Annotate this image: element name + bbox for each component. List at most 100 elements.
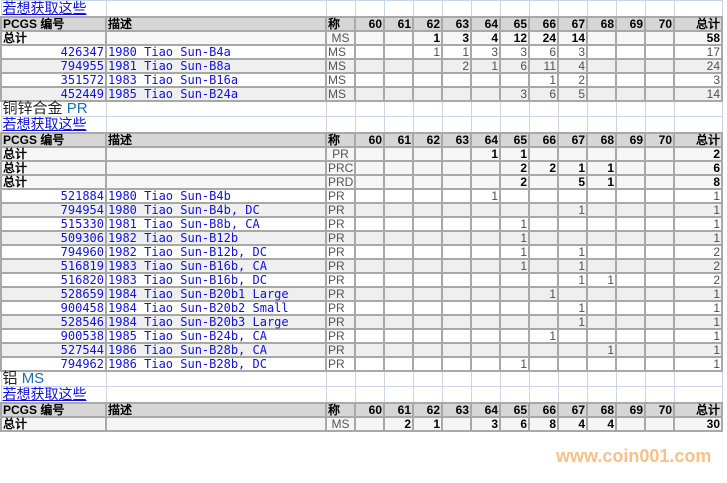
grade-count (383, 146, 414, 162)
grade-count (441, 146, 472, 162)
description-link[interactable]: 1982 Tiao Sun-B12b, DC (105, 244, 327, 260)
description-link[interactable]: 1984 Tiao Sun-B20b3 Large (105, 314, 327, 330)
total-label: 总计 (0, 174, 107, 190)
grade-count: 1 (557, 244, 588, 260)
empty-cell (441, 370, 472, 387)
empty-cell (354, 386, 385, 404)
grade-count (586, 356, 617, 372)
grade-count (557, 216, 588, 232)
description-link[interactable]: 1984 Tiao Sun-B20b2 Small (105, 300, 327, 316)
pcgs-code-link[interactable]: 516819 (0, 258, 107, 274)
grade-count (586, 300, 617, 316)
grade-count (557, 286, 588, 302)
grade-count (412, 72, 443, 88)
header-grade-65: 65 (499, 132, 530, 148)
header-total: 总计 (673, 132, 723, 148)
description-link[interactable]: 1980 Tiao Sun-B4b, DC (105, 202, 327, 218)
pcgs-code-link[interactable]: 452449 (0, 86, 107, 102)
pcgs-code-link[interactable]: 794955 (0, 58, 107, 74)
empty-cell: 若想获取这些 (0, 116, 107, 134)
get-these-link[interactable]: 若想获取这些 (2, 116, 87, 132)
grade-designation: PRD (325, 174, 356, 190)
empty-cell: 若想获取这些 (0, 0, 107, 18)
total-row: 总计 PR 1 1 2 (0, 146, 723, 162)
header-grade-70: 70 (644, 16, 675, 32)
header-grade-65: 65 (499, 402, 530, 418)
header-grade: 称 (325, 132, 356, 148)
total-row: 总计 PRC 2 2 1 1 6 (0, 160, 723, 176)
grade-count (615, 244, 646, 260)
pcgs-code-link[interactable]: 426347 (0, 44, 107, 60)
grade-count: 1 (586, 174, 617, 190)
pcgs-code-link[interactable]: 515330 (0, 216, 107, 232)
grade-count (499, 188, 530, 204)
grade-count (615, 44, 646, 60)
grade-designation: MS (325, 58, 356, 74)
empty-cell (325, 0, 356, 18)
description-link[interactable]: 1980 Tiao Sun-B4a (105, 44, 327, 60)
total-row: 总计 PRD 2 5 1 8 (0, 174, 723, 190)
row-total: 30 (673, 416, 723, 432)
pcgs-code-link[interactable]: 900538 (0, 328, 107, 344)
header-grade-64: 64 (470, 132, 501, 148)
pcgs-code-link[interactable]: 794962 (0, 356, 107, 372)
description-link[interactable]: 1983 Tiao Sun-B16b, CA (105, 258, 327, 274)
empty-cell (499, 0, 530, 18)
grade-count (441, 328, 472, 344)
description-link[interactable]: 1984 Tiao Sun-B20b1 Large (105, 286, 327, 302)
description-link[interactable]: 1985 Tiao Sun-B24b, CA (105, 328, 327, 344)
pcgs-code-link[interactable]: 509306 (0, 230, 107, 246)
grade-count: 1 (499, 230, 530, 246)
pcgs-code-link[interactable]: 528659 (0, 286, 107, 302)
description-link[interactable]: 1983 Tiao Sun-B16a (105, 72, 327, 88)
pcgs-code-link[interactable]: 794954 (0, 202, 107, 218)
row-total: 14 (673, 86, 723, 102)
pcgs-code-link[interactable]: 528546 (0, 314, 107, 330)
grade-count (615, 146, 646, 162)
grade-count (354, 44, 385, 60)
description-link[interactable]: 1982 Tiao Sun-B12b (105, 230, 327, 246)
grade-count: 2 (499, 160, 530, 176)
grade-count: 1 (557, 314, 588, 330)
grade-count: 1 (499, 216, 530, 232)
grade-count (644, 342, 675, 358)
pcgs-code-link[interactable]: 900458 (0, 300, 107, 316)
row-total: 1 (673, 230, 723, 246)
pcgs-code-link[interactable]: 794960 (0, 244, 107, 260)
description-link[interactable]: 1986 Tiao Sun-B28b, CA (105, 342, 327, 358)
description-link[interactable]: 1985 Tiao Sun-B24a (105, 86, 327, 102)
pcgs-code-link[interactable]: 351572 (0, 72, 107, 88)
table-row: 528659 1984 Tiao Sun-B20b1 Large PR 1 1 (0, 286, 723, 302)
section-title: 铝 MS (0, 370, 107, 387)
grade-count (499, 286, 530, 302)
grade-count (528, 258, 559, 274)
row-total: 1 (673, 314, 723, 330)
get-these-link[interactable]: 若想获取这些 (2, 386, 87, 402)
get-these-link[interactable]: 若想获取这些 (2, 0, 87, 16)
grade-count (441, 342, 472, 358)
grade-designation: PR (325, 300, 356, 316)
description-link[interactable]: 1986 Tiao Sun-B28b, DC (105, 356, 327, 372)
grade-count (412, 328, 443, 344)
grade-count: 3 (470, 416, 501, 432)
grade-count: 12 (499, 30, 530, 46)
pcgs-code-link[interactable]: 521884 (0, 188, 107, 204)
row-total: 24 (673, 58, 723, 74)
description-link[interactable]: 1983 Tiao Sun-B16b, DC (105, 272, 327, 288)
description-link[interactable]: 1981 Tiao Sun-B8b, CA (105, 216, 327, 232)
grade-count (354, 342, 385, 358)
description-link[interactable]: 1981 Tiao Sun-B8a (105, 58, 327, 74)
grade-count (354, 416, 385, 432)
pcgs-code-link[interactable]: 527544 (0, 342, 107, 358)
pcgs-code-link[interactable]: 516820 (0, 272, 107, 288)
grade-count (412, 300, 443, 316)
row-total: 1 (673, 356, 723, 372)
grade-count: 6 (528, 86, 559, 102)
grade-count (383, 202, 414, 218)
table-row: 515330 1981 Tiao Sun-B8b, CA PR 1 1 (0, 216, 723, 232)
grade-count (383, 72, 414, 88)
grade-count: 24 (528, 30, 559, 46)
row-total: 3 (673, 72, 723, 88)
empty-cell (644, 116, 675, 134)
description-link[interactable]: 1980 Tiao Sun-B4b (105, 188, 327, 204)
